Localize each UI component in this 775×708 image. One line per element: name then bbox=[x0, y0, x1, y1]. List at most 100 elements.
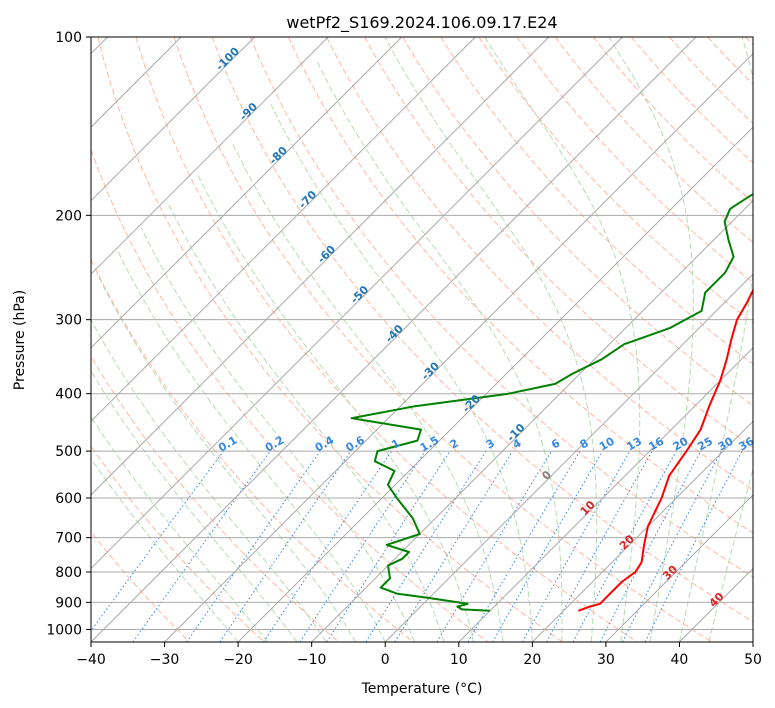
x-tick-label: −10 bbox=[297, 652, 327, 668]
moist-adiabat bbox=[96, 272, 357, 642]
y-tick-label: 500 bbox=[55, 444, 82, 460]
y-tick-label: 1000 bbox=[46, 622, 82, 638]
grid-lines bbox=[91, 37, 753, 642]
dry-adiabat bbox=[402, 37, 753, 407]
moist-adiabat bbox=[484, 37, 641, 642]
dry-adiabat bbox=[669, 37, 753, 125]
dry-adiabat bbox=[211, 37, 753, 623]
mixing-ratio-line bbox=[394, 450, 514, 642]
isotherm-line bbox=[91, 37, 256, 202]
moist-adiabat bbox=[270, 104, 533, 642]
dry-adiabat bbox=[97, 37, 563, 642]
moist-adiabat bbox=[91, 369, 298, 642]
moist-adiabat bbox=[316, 61, 563, 642]
isotherm-line bbox=[605, 494, 753, 642]
moist-adiabat bbox=[91, 415, 268, 642]
sounding-curves bbox=[350, 192, 753, 612]
y-tick-label: 700 bbox=[55, 531, 82, 547]
mixing-ratio-line bbox=[186, 450, 321, 642]
x-tick-label: 0 bbox=[381, 652, 390, 668]
dry-adiabat bbox=[91, 445, 265, 642]
isotherm-label: -80 bbox=[267, 144, 290, 167]
y-tick-label: 400 bbox=[55, 387, 82, 403]
mixing-ratio-line bbox=[546, 450, 653, 642]
moist-adiabat bbox=[91, 457, 239, 642]
dry-adiabat bbox=[287, 37, 753, 534]
y-axis-label: Pressure (hPa) bbox=[12, 290, 28, 390]
y-tick-label: 900 bbox=[55, 595, 82, 611]
x-tick-label: 20 bbox=[523, 652, 541, 668]
dry-adiabat bbox=[364, 37, 753, 449]
moist-adiabat bbox=[230, 141, 504, 642]
isotherm-label: 40 bbox=[707, 590, 727, 610]
mixing-ratio-line bbox=[132, 450, 271, 642]
isotherm-line bbox=[679, 567, 753, 642]
x-tick-label: −40 bbox=[76, 652, 106, 668]
y-tick-label: 200 bbox=[55, 208, 82, 224]
mixing-ratio-line bbox=[299, 450, 426, 642]
plot-frame bbox=[90, 36, 754, 643]
isotherm-line bbox=[91, 37, 329, 275]
x-tick-label: −20 bbox=[223, 652, 253, 668]
isotherm-label: 20 bbox=[617, 532, 637, 552]
mixing-ratio-label: 4 bbox=[510, 436, 523, 451]
isotherm-line bbox=[531, 420, 753, 642]
mixing-ratio-line bbox=[436, 450, 552, 642]
mixing-ratio-line bbox=[326, 450, 451, 642]
isotherm-label: -40 bbox=[383, 322, 406, 345]
y-axis-ticks: 100 200 300 400 500 600 700 800 900 1000 bbox=[46, 30, 91, 638]
isotherm-line bbox=[164, 52, 753, 642]
moist-adiabat bbox=[384, 37, 598, 642]
isotherm-line bbox=[237, 126, 753, 642]
dry-adiabat bbox=[91, 531, 191, 642]
y-tick-label: 300 bbox=[55, 313, 82, 329]
isotherm-line bbox=[91, 37, 623, 570]
mixing-ratio-line bbox=[522, 450, 631, 642]
dry-adiabat bbox=[554, 37, 753, 244]
isotherm-line bbox=[384, 273, 753, 642]
dewpoint-profile bbox=[350, 192, 753, 612]
mixing-ratio-line bbox=[572, 450, 677, 642]
dry-adiabat bbox=[707, 37, 753, 85]
isotherm-label: -60 bbox=[315, 242, 338, 265]
dry-adiabat bbox=[592, 37, 753, 204]
dry-adiabat bbox=[91, 355, 340, 642]
moist-adiabat bbox=[608, 37, 694, 642]
moist-adiabat bbox=[167, 201, 445, 642]
y-tick-label: 600 bbox=[55, 491, 82, 507]
mixing-ratio-label: 2 bbox=[448, 437, 461, 452]
dry-adiabat bbox=[135, 37, 638, 642]
x-tick-label: 50 bbox=[744, 652, 762, 668]
mixing-ratio-line bbox=[263, 450, 392, 642]
moist-adiabat bbox=[678, 37, 753, 642]
isotherm-label: -70 bbox=[296, 188, 319, 211]
isotherm-label: -20 bbox=[460, 392, 483, 415]
isotherm-line bbox=[91, 37, 550, 496]
mixing-ratio-line bbox=[644, 450, 743, 642]
x-axis-ticks: −40 −30 −20 −10 0 10 20 30 40 50 bbox=[76, 642, 762, 668]
x-tick-label: 40 bbox=[671, 652, 689, 668]
dry-adiabat bbox=[249, 37, 753, 578]
isotherm-line bbox=[458, 347, 753, 642]
x-tick-label: −30 bbox=[150, 652, 180, 668]
dry-adiabat bbox=[745, 37, 753, 46]
isotherm-line bbox=[311, 199, 753, 642]
chart-title: wetPf2_S169.2024.106.09.17.E24 bbox=[286, 13, 557, 33]
isotherm-line bbox=[91, 37, 697, 642]
mixing-ratio-line bbox=[467, 450, 581, 642]
moist-adiabat bbox=[117, 251, 386, 642]
x-tick-label: 10 bbox=[450, 652, 468, 668]
dry-adiabat bbox=[516, 37, 753, 284]
isotherm-line bbox=[91, 37, 476, 423]
dry-adiabat bbox=[91, 258, 414, 642]
mixing-ratio-label: 6 bbox=[549, 436, 562, 451]
isotherm-label: -100 bbox=[213, 44, 242, 73]
temperature-profile bbox=[577, 287, 753, 612]
y-tick-label: 800 bbox=[55, 565, 82, 581]
moist-adiabat bbox=[708, 467, 753, 642]
moist-adiabat bbox=[91, 318, 327, 642]
isotherm-line bbox=[91, 37, 403, 349]
x-tick-label: 30 bbox=[597, 652, 615, 668]
mixing-ratio-line bbox=[91, 450, 224, 632]
isotherm-label: 10 bbox=[578, 498, 598, 518]
